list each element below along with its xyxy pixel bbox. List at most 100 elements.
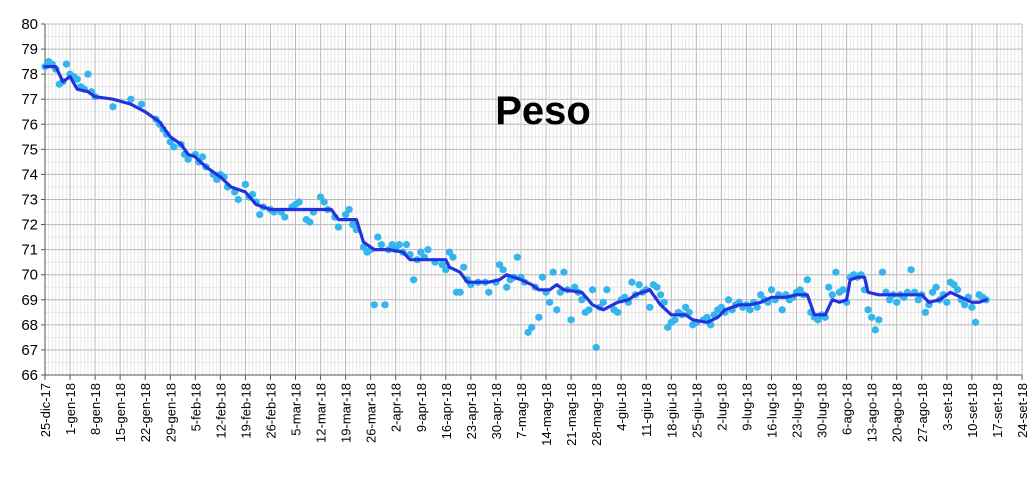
data-point (213, 175, 221, 184)
y-tick-label: 77 (21, 91, 38, 108)
x-tick-label: 8-gen-18 (88, 383, 103, 435)
data-point (943, 298, 951, 306)
data-point (814, 316, 822, 324)
x-tick-label: 12-feb-18 (213, 383, 228, 439)
data-point (460, 263, 468, 271)
data-point (703, 313, 711, 321)
data-point (592, 343, 600, 352)
data-point (928, 288, 937, 296)
data-point (442, 266, 450, 274)
data-point (796, 286, 804, 294)
data-point (585, 306, 593, 314)
data-point (73, 75, 81, 83)
data-point (753, 303, 761, 311)
x-tick-label: 14-mag-18 (539, 383, 554, 446)
x-tick-label: 5-mar-18 (289, 383, 304, 436)
x-tick-label: 16-apr-18 (439, 383, 454, 439)
data-point (578, 296, 586, 304)
trend-line (43, 65, 988, 324)
x-tick-label: 5-feb-18 (188, 383, 203, 431)
data-point (656, 291, 665, 299)
y-tick-label: 69 (21, 292, 38, 309)
axis-layer: 66 67 68 69 70 71 72 73 74 75 76 77 78 79 80 25-dic-17 1… (21, 16, 1030, 446)
data-point (241, 180, 250, 189)
data-point (681, 303, 690, 311)
x-tick-label: 26-mar-18 (364, 383, 379, 443)
data-point (295, 198, 303, 206)
data-point (646, 303, 654, 311)
data-point (871, 326, 879, 334)
x-tick-label: 25-giu-18 (689, 383, 704, 438)
x-tick-label: 6-ago-18 (840, 383, 855, 435)
data-point (377, 241, 386, 249)
data-point (62, 60, 71, 68)
data-point (256, 210, 264, 219)
data-point (560, 268, 568, 276)
data-point (588, 286, 597, 294)
y-tick-label: 80 (21, 16, 38, 33)
y-tick-label: 71 (21, 242, 38, 259)
data-point (832, 268, 840, 276)
data-point (875, 316, 883, 324)
data-point (127, 95, 135, 103)
y-tick-label: 66 (21, 367, 38, 384)
data-point (370, 301, 378, 309)
data-point (424, 246, 432, 254)
data-point (374, 233, 382, 241)
data-point (839, 286, 847, 294)
data-point (893, 298, 901, 306)
x-tick-label: 30-lug-18 (815, 383, 830, 438)
data-point (456, 288, 464, 296)
data-point (528, 323, 536, 331)
data-point (724, 296, 733, 304)
data-point (635, 281, 643, 289)
x-tick-label: 19-mar-18 (339, 383, 354, 443)
data-point (968, 303, 976, 311)
data-point (671, 316, 679, 324)
data-point (567, 316, 575, 324)
x-tick-label: 18-giu-18 (664, 383, 679, 438)
data-point (535, 313, 543, 321)
data-point (614, 308, 622, 316)
x-tick-label: 7-mag-18 (514, 383, 529, 439)
data-point (334, 223, 343, 231)
data-point (198, 153, 207, 161)
data-point (410, 276, 418, 284)
line-layer (43, 65, 988, 324)
data-point (184, 155, 192, 163)
data-point (950, 281, 958, 289)
x-tick-label: 2-lug-18 (714, 383, 729, 431)
x-tick-label: 25-dic-17 (38, 383, 53, 437)
data-point (653, 283, 661, 291)
x-tick-label: 29-gen-18 (163, 383, 178, 442)
data-point (138, 100, 146, 108)
data-point (664, 323, 672, 331)
x-tick-label: 3-set-18 (940, 383, 955, 431)
data-point (417, 248, 425, 256)
x-tick-label: 23-apr-18 (464, 383, 479, 439)
data-point (660, 298, 668, 306)
x-tick-label: 13-ago-18 (865, 383, 880, 442)
x-tick-label: 23-lug-18 (790, 383, 805, 438)
data-point (914, 296, 922, 304)
x-tick-label: 12-mar-18 (314, 383, 329, 443)
data-point (757, 291, 765, 299)
y-tick-label: 68 (21, 317, 38, 334)
data-point (395, 241, 403, 249)
x-tick-label: 26-feb-18 (263, 383, 278, 439)
x-tick-label: 11-giu-18 (639, 383, 654, 437)
data-point (553, 306, 561, 314)
x-tick-label: 19-feb-18 (238, 383, 253, 439)
data-point (953, 286, 962, 294)
data-point (868, 313, 876, 321)
y-tick-label: 76 (21, 116, 38, 133)
y-tick-label: 78 (21, 66, 38, 83)
y-tick-label: 75 (21, 141, 38, 158)
x-tick-label: 16-lug-18 (764, 383, 779, 438)
x-tick-label: 24-set-18 (1015, 383, 1030, 438)
x-tick-label: 30-apr-18 (489, 383, 504, 439)
data-point (281, 213, 289, 221)
data-point (803, 276, 811, 284)
